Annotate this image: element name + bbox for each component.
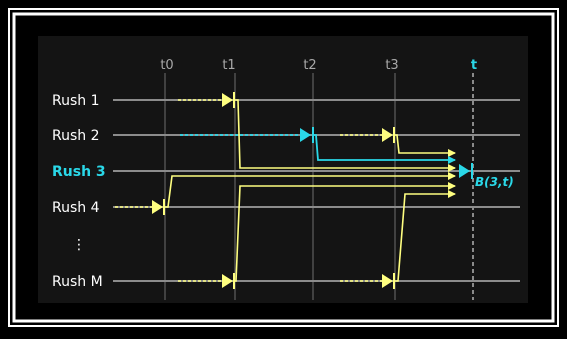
- row-label-ellipsis: ⋮: [72, 237, 86, 253]
- arrowhead-highlight-path: [448, 156, 456, 164]
- diagram-panel: [38, 36, 528, 303]
- rushM-t3-path-to-rush3: [394, 193, 455, 282]
- marker-rush2-t3: [382, 127, 395, 143]
- time-label-t3: t3: [385, 58, 398, 73]
- arrowhead-rush4-path: [448, 172, 456, 180]
- arrowhead-rush2-path: [448, 149, 456, 157]
- rush2-highlight-path-to-rush3: [313, 134, 455, 161]
- marker-rush4-t0: [152, 199, 165, 215]
- arrowhead-rushM-t3-path: [448, 190, 456, 198]
- row-label-rush3: Rush 3: [52, 164, 106, 180]
- row-label-rush1: Rush 1: [52, 93, 100, 109]
- time-labels: t0 t1 t2 t3 t: [160, 58, 477, 73]
- rush1-path-to-rush3: [234, 99, 455, 169]
- row-label-rushM: Rush M: [52, 274, 103, 290]
- marker-rush1-t1: [222, 92, 235, 108]
- inner-frame: [12, 12, 555, 323]
- time-label-t1: t1: [222, 58, 235, 73]
- path-arrowheads: [448, 149, 456, 198]
- rush4-path-to-rush3: [164, 175, 455, 208]
- marker-rushM-t1: [222, 273, 235, 289]
- marker-rush3-t: [459, 163, 473, 179]
- arrowhead-rushM-t1-path: [448, 182, 456, 190]
- row-label-rush4: Rush 4: [52, 200, 100, 216]
- time-label-t2: t2: [303, 58, 316, 73]
- time-label-t0: t0: [160, 58, 173, 73]
- event-markers: [152, 92, 473, 289]
- rush2-t3-path-to-rush3: [394, 134, 455, 154]
- outer-frame: [8, 8, 559, 327]
- arrowhead-rush1-path: [448, 164, 456, 172]
- marker-rush2-t2: [300, 127, 314, 143]
- time-label-t: t: [471, 58, 477, 73]
- row-label-rush2: Rush 2: [52, 128, 100, 144]
- row-labels: Rush 1 Rush 2 Rush 3 Rush 4 ⋮ Rush M: [52, 93, 106, 290]
- highlight-path: [180, 134, 455, 161]
- annotation-b3t: B(3,t): [475, 175, 514, 189]
- marker-rushM-t3: [382, 273, 395, 289]
